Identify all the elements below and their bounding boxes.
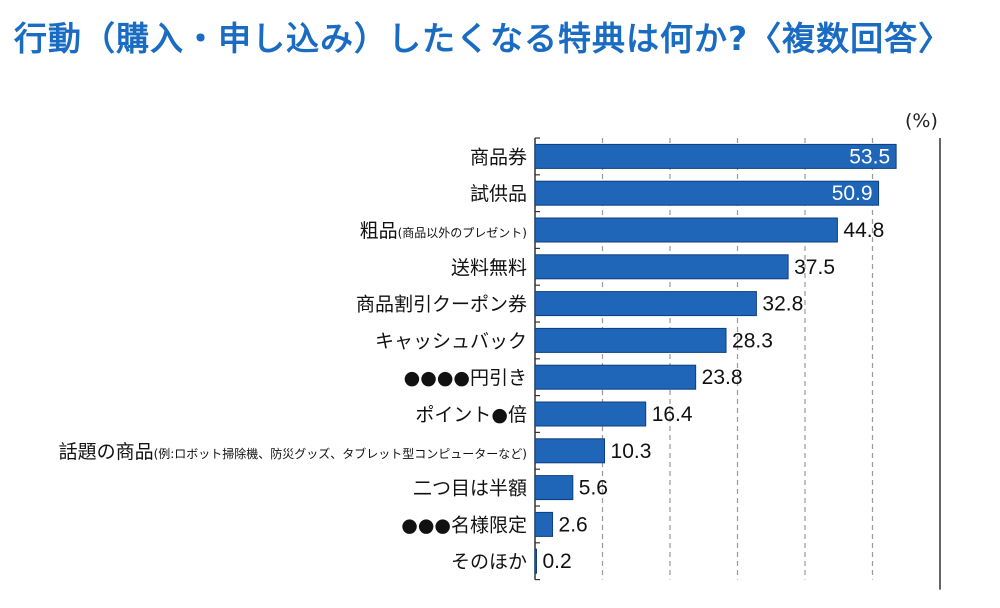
bar-value-label: 37.5 bbox=[794, 256, 835, 279]
bar bbox=[534, 548, 537, 574]
bar bbox=[534, 438, 606, 464]
bar-value-label: 23.8 bbox=[702, 366, 743, 389]
bar-value-label: 44.8 bbox=[843, 219, 884, 242]
bar bbox=[534, 217, 838, 243]
category-label: 商品券 bbox=[470, 146, 527, 168]
category-label: そのほか bbox=[451, 551, 527, 573]
bar-value-label: 50.9 bbox=[832, 182, 873, 205]
chart-title: 行動（購入・申し込み）したくなる特典は何か?〈複数回答〉 bbox=[14, 19, 953, 58]
category-main-text: 粗品 bbox=[360, 220, 398, 242]
category-label: キャッシュバック bbox=[375, 330, 527, 352]
bar-value-label: 5.6 bbox=[579, 477, 608, 500]
category-main-text: ●●●●円引き bbox=[404, 367, 527, 389]
bar bbox=[534, 327, 727, 353]
category-label: 送料無料 bbox=[451, 257, 527, 279]
bar bbox=[534, 254, 789, 280]
category-main-text: 試供品 bbox=[470, 183, 527, 205]
category-main-text: 二つ目は半額 bbox=[413, 478, 527, 500]
category-main-text: ●●●名様限定 bbox=[401, 514, 527, 536]
bar-value-label: 0.2 bbox=[543, 550, 572, 573]
category-note-text: (商品以外のプレゼント) bbox=[398, 225, 527, 240]
bar-value-label: 16.4 bbox=[652, 403, 693, 426]
bar-value-label: 53.5 bbox=[849, 145, 890, 168]
bar-value-label: 28.3 bbox=[732, 329, 773, 352]
category-main-text: ポイント●倍 bbox=[415, 404, 527, 426]
bar bbox=[534, 511, 554, 537]
category-label: 粗品(商品以外のプレゼント) bbox=[360, 220, 527, 242]
category-label: ●●●●円引き bbox=[404, 367, 527, 389]
category-label: 話題の商品(例:ロボット掃除機、防災グッズ、タブレット型コンピューターなど) bbox=[59, 441, 527, 463]
bar bbox=[534, 291, 757, 317]
bar bbox=[534, 180, 880, 206]
category-main-text: 送料無料 bbox=[451, 257, 527, 279]
bar bbox=[534, 364, 697, 390]
unit-label: (%) bbox=[905, 110, 938, 132]
bar bbox=[534, 401, 647, 427]
category-note-text: (例:ロボット掃除機、防災グッズ、タブレット型コンピューターなど) bbox=[154, 446, 527, 461]
category-label: 試供品 bbox=[470, 183, 527, 205]
category-main-text: そのほか bbox=[451, 551, 527, 573]
category-main-text: キャッシュバック bbox=[375, 330, 527, 352]
bar-value-label: 32.8 bbox=[762, 293, 803, 316]
bar bbox=[534, 143, 897, 169]
bar bbox=[534, 475, 574, 501]
category-label: ●●●名様限定 bbox=[401, 514, 527, 536]
category-label: 商品割引クーポン券 bbox=[356, 294, 527, 316]
category-main-text: 話題の商品 bbox=[59, 441, 154, 463]
category-label: 二つ目は半額 bbox=[413, 478, 527, 500]
category-main-text: 商品割引クーポン券 bbox=[356, 294, 527, 316]
category-main-text: 商品券 bbox=[470, 146, 527, 168]
category-label: ポイント●倍 bbox=[415, 404, 527, 426]
bar-value-label: 2.6 bbox=[559, 513, 588, 536]
bar-value-label: 10.3 bbox=[611, 440, 652, 463]
